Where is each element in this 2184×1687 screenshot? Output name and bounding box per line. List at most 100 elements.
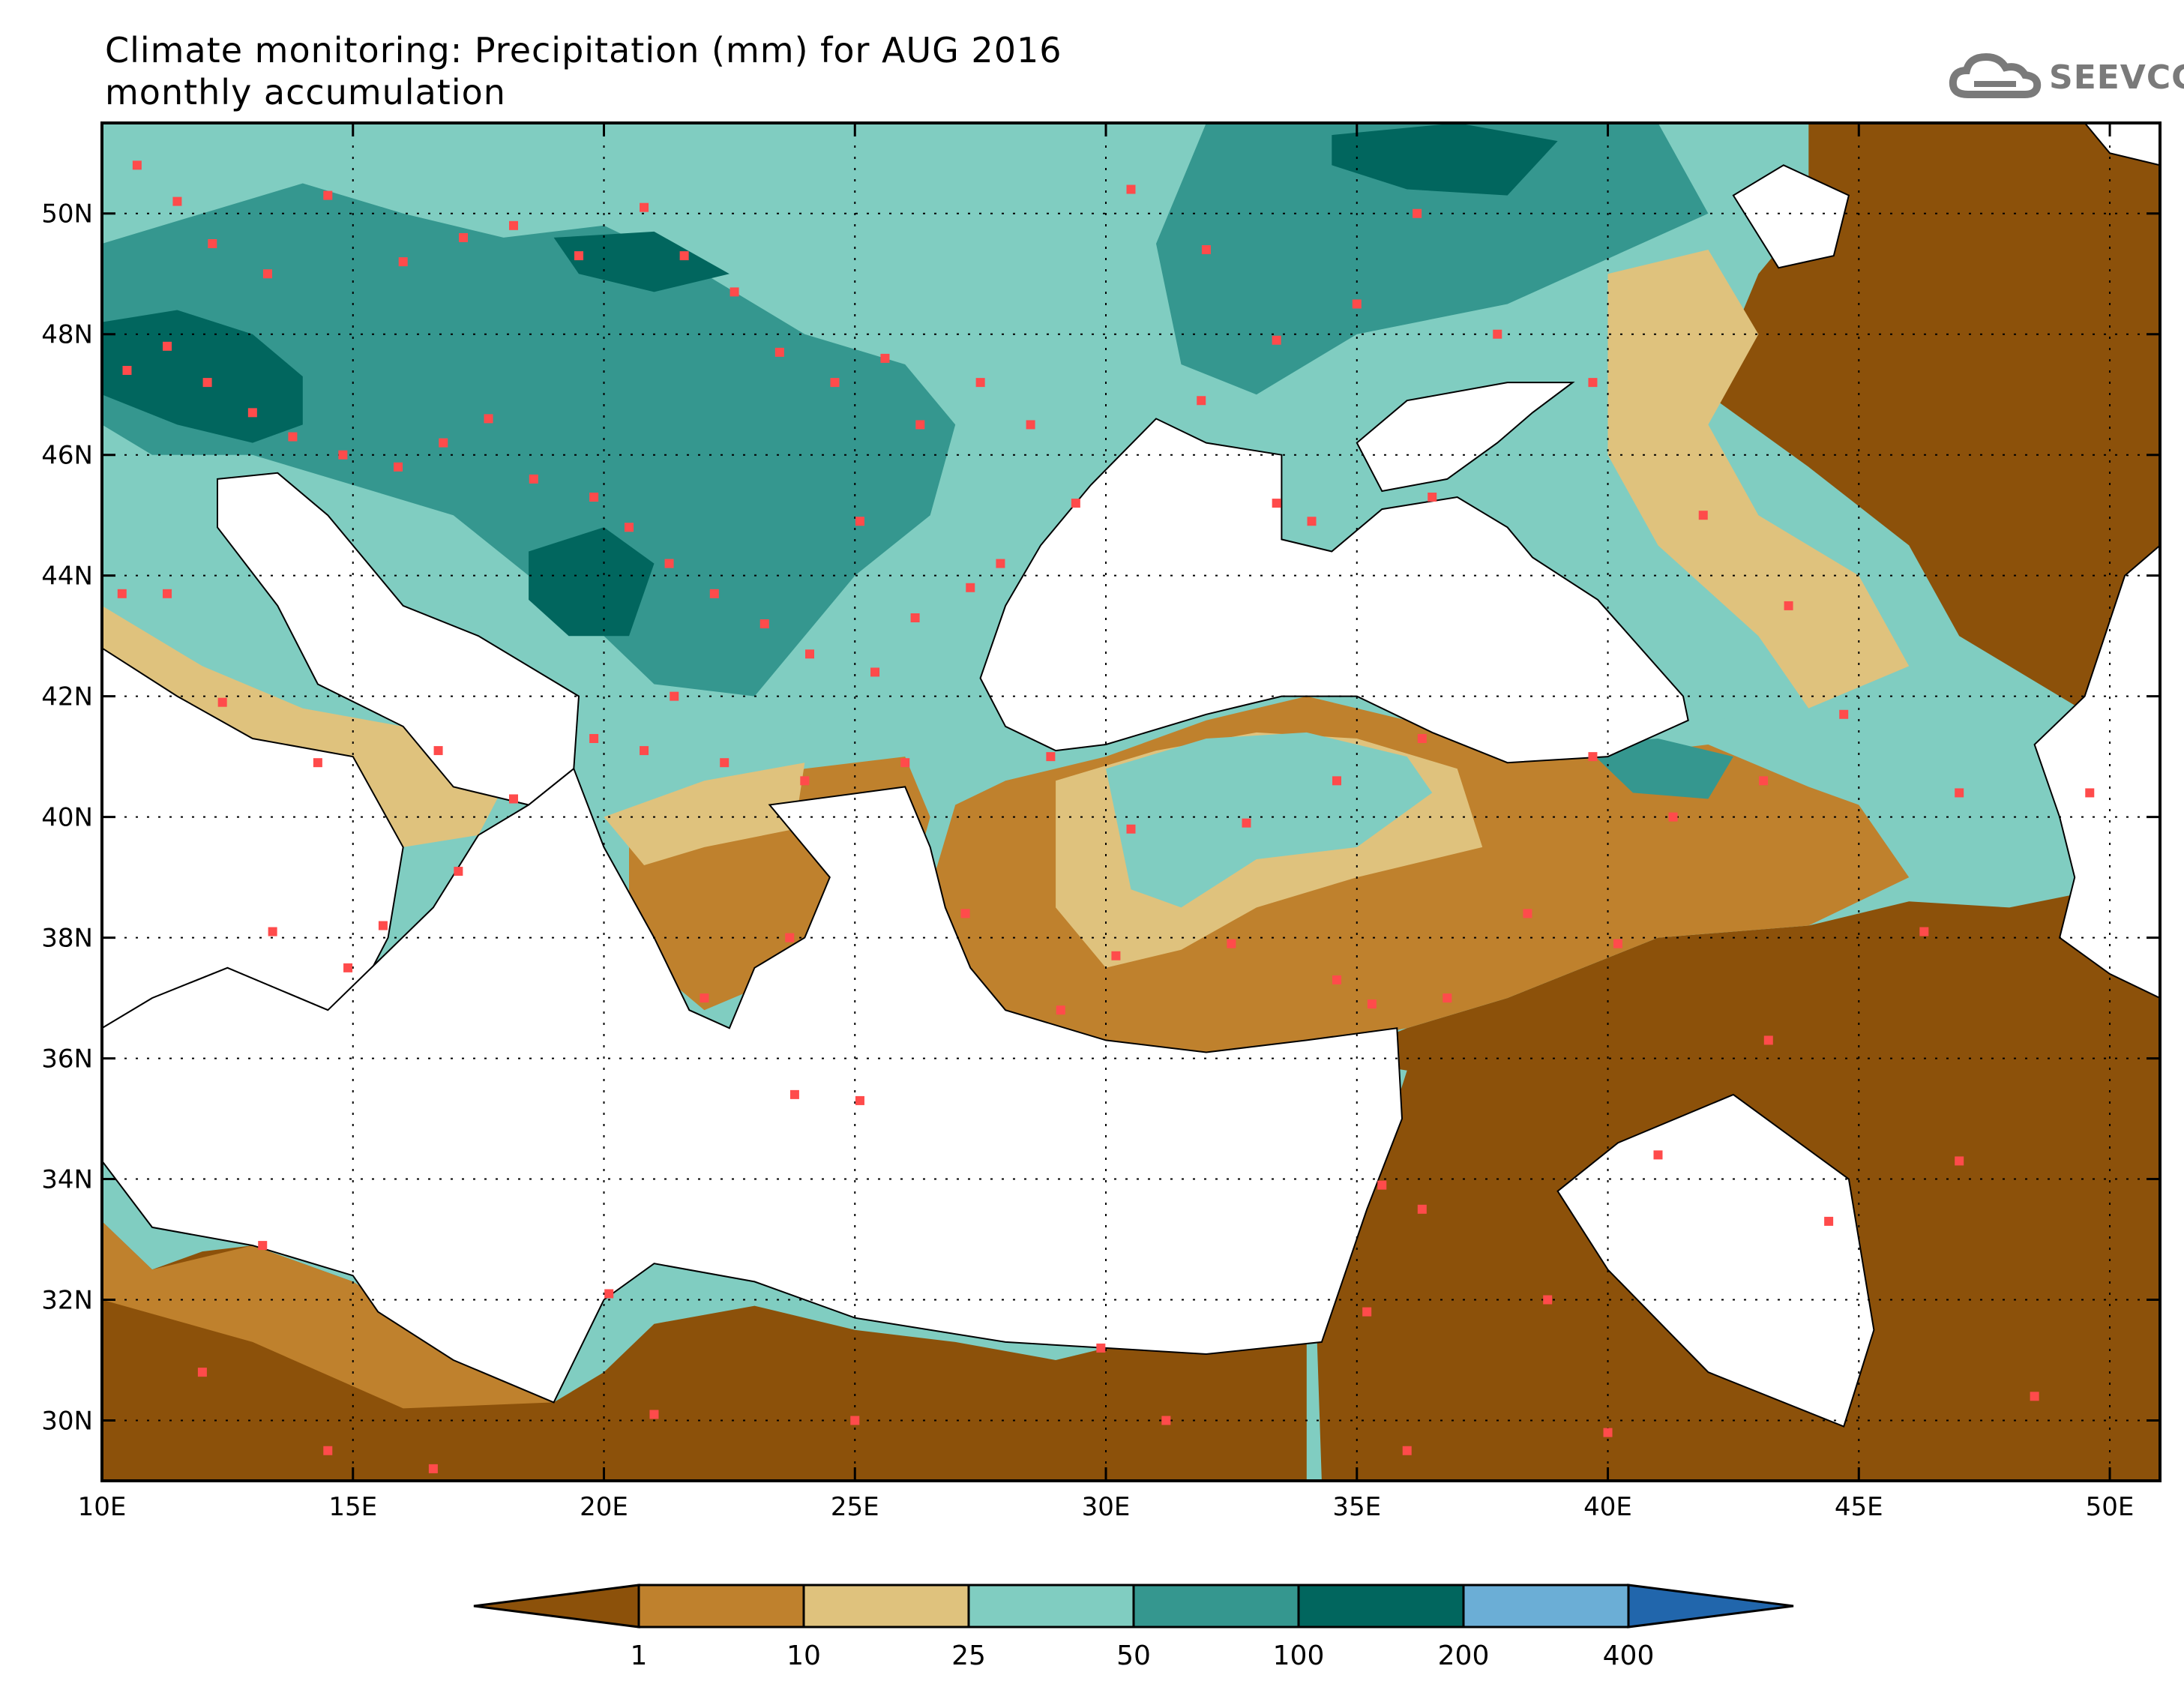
station-marker [805, 649, 815, 659]
colorbar-label: 400 [1603, 1641, 1655, 1671]
station-marker [1653, 1150, 1663, 1160]
station-marker [640, 746, 649, 756]
station-marker [1332, 776, 1341, 786]
station-marker [313, 758, 322, 768]
cloud-logo-icon [1949, 52, 2042, 98]
colorbar-label: 1 [631, 1641, 648, 1671]
station-marker [459, 232, 469, 242]
station-marker [624, 523, 634, 532]
station-marker [774, 347, 784, 357]
station-marker [1613, 939, 1622, 948]
station-marker [509, 794, 518, 804]
station-marker [1759, 776, 1769, 786]
sea-masks [102, 123, 2160, 1428]
lat-tick-label: 48N [41, 320, 93, 350]
station-marker [850, 1416, 860, 1425]
lat-tick-label: 30N [41, 1407, 93, 1437]
station-marker [870, 667, 880, 677]
sea-caspian [2033, 544, 2160, 999]
station-marker [789, 1089, 799, 1099]
station-marker [1071, 499, 1080, 508]
precip-region-caucasus-teal [1583, 739, 1733, 799]
precip-region-greece-light [604, 763, 805, 865]
station-marker [1242, 818, 1251, 828]
station-marker [1111, 951, 1121, 960]
station-marker [589, 733, 599, 743]
station-marker [1493, 329, 1502, 339]
station-marker [428, 1464, 438, 1473]
lat-tick-label: 44N [41, 562, 93, 592]
station-marker [132, 160, 142, 170]
station-marker [217, 697, 227, 707]
precip-region-russia-dry [1708, 123, 2160, 757]
map-title: Climate monitoring: Precipitation (mm) f… [105, 30, 1062, 70]
precip-region-bosnia-dark [529, 527, 655, 637]
station-marker [268, 927, 277, 936]
lon-tick-label: 30E [1082, 1492, 1131, 1522]
station-marker [454, 867, 463, 876]
station-marker [1026, 420, 1035, 430]
colorbar-label: 50 [1116, 1641, 1151, 1671]
map-gridlines [102, 123, 2160, 1481]
station-marker [258, 1241, 268, 1251]
station-marker [800, 776, 810, 786]
station-marker [529, 474, 538, 484]
station-marker [709, 589, 719, 598]
lon-tick-label: 25E [831, 1492, 879, 1522]
lat-tick-label: 50N [41, 199, 93, 229]
station-marker [664, 559, 674, 568]
sea-black-sea [979, 418, 1689, 764]
map-frame [100, 121, 2162, 1482]
station-marker [1046, 752, 1056, 762]
precip-region-libya-coast-light [102, 1221, 554, 1409]
lat-tick-label: 46N [41, 441, 93, 471]
station-marker [670, 691, 679, 701]
precip-region-ukraine-teal [1156, 123, 1709, 395]
station-marker [433, 746, 443, 756]
precip-region-carpathian-dark [553, 231, 729, 292]
sea-caspian-north-gap [2084, 123, 2160, 166]
precip-region-central-europe-teal [102, 183, 956, 697]
station-marker [509, 220, 518, 230]
station-marker [1443, 993, 1452, 1003]
colorbar-segment [637, 1584, 805, 1629]
station-marker [323, 1446, 333, 1455]
station-marker [262, 269, 272, 279]
colorbar-segment [1132, 1584, 1300, 1629]
colorbar-segment [1462, 1584, 1630, 1629]
colorbar-label: 25 [951, 1641, 986, 1671]
sea-syrian-desert-gap [1556, 1093, 1875, 1428]
station-marker [1603, 1428, 1613, 1437]
station-marker [172, 196, 182, 206]
seevccc-logo: SEEVCCC [1947, 48, 2184, 108]
station-marker [1698, 511, 1708, 520]
station-marker [1161, 1416, 1171, 1425]
station-marker [2085, 788, 2095, 798]
station-marker [700, 993, 709, 1003]
colorbar-min-triangle [473, 1584, 640, 1629]
station-marker [343, 963, 353, 972]
station-marker [1126, 184, 1136, 194]
lat-tick-label: 34N [41, 1165, 93, 1195]
colorbar-segment [1297, 1584, 1465, 1629]
station-marker [1352, 299, 1362, 309]
precip-region-italy-light [102, 605, 504, 847]
station-marker [2030, 1392, 2039, 1401]
station-marker [604, 1289, 614, 1299]
station-marker [855, 1095, 864, 1105]
station-marker [1588, 752, 1598, 762]
station-marker [1096, 1343, 1106, 1353]
station-marker [1919, 927, 1929, 936]
station-marker [1824, 1216, 1834, 1226]
station-marker [122, 366, 132, 376]
station-marker [208, 238, 217, 248]
station-marker [1197, 396, 1206, 406]
station-marker [785, 933, 795, 942]
station-marker [1367, 999, 1377, 1009]
lat-tick-label: 32N [41, 1286, 93, 1316]
lat-tick-label: 40N [41, 803, 93, 833]
precip-region-north-africa [102, 1221, 1307, 1481]
station-marker [1056, 1005, 1065, 1015]
lon-tick-label: 35E [1332, 1492, 1381, 1522]
colorbar-label: 200 [1438, 1641, 1490, 1671]
